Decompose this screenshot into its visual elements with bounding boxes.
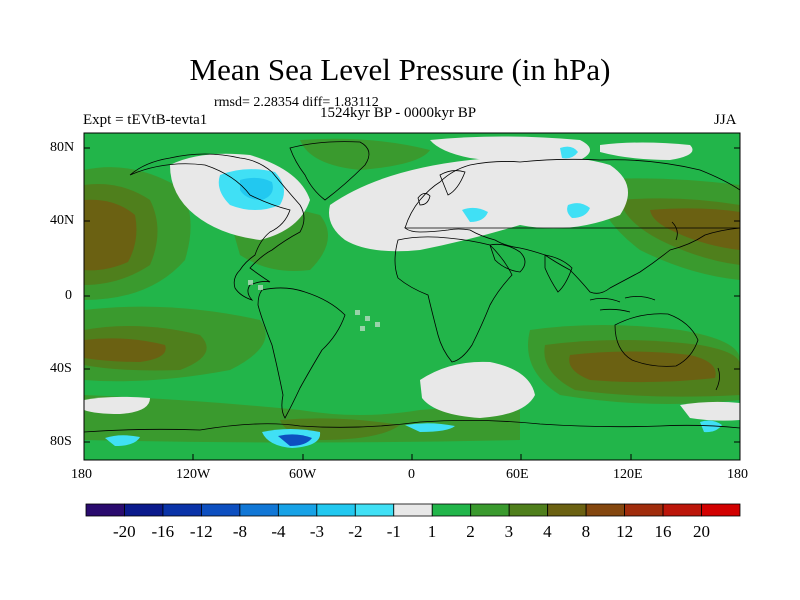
colorbar-swatch [701, 503, 741, 517]
coast-greenland [289, 141, 370, 201]
colorbar-label: -3 [309, 522, 324, 541]
hatch-patches [248, 280, 380, 331]
colorbar-swatch [547, 503, 587, 517]
colorbar-swatch [124, 503, 164, 517]
lon-label-60w: 60W [289, 467, 317, 482]
lon-label-60e: 60E [506, 467, 529, 482]
colorbar-label: -12 [189, 522, 213, 541]
page-title: Mean Sea Level Pressure (in hPa) [189, 52, 611, 87]
colorbar-swatch [508, 503, 549, 517]
lat-label-40n: 40N [50, 213, 75, 228]
colorbar-label: 4 [543, 522, 552, 541]
colorbar-label: -2 [348, 522, 363, 541]
map-fields [84, 133, 740, 460]
coast-scandinavia [417, 170, 466, 206]
coast-eurasia [403, 158, 740, 294]
lat-label-0: 0 [65, 288, 72, 303]
lat-label-80s: 80S [50, 434, 72, 449]
coast-arabia [489, 243, 526, 273]
negative-zones [105, 146, 722, 448]
colorbar-swatch [431, 503, 472, 517]
colorbar-swatch [85, 503, 125, 517]
colorbar-swatch [393, 503, 433, 517]
lon-label-120e: 120E [613, 467, 643, 482]
colorbar-swatch [201, 503, 241, 517]
lon-label-180e: 180 [727, 467, 748, 482]
rmsd-diff-stats: rmsd= 2.28354 diff= 1.83112 [214, 95, 379, 110]
coast-japan [671, 221, 678, 241]
colorbar-swatch [316, 503, 356, 517]
lon-label-180w: 180 [71, 467, 92, 482]
colorbar-label: -1 [386, 522, 401, 541]
lat-label-80n: 80N [50, 140, 75, 155]
colorbar-label: 16 [654, 522, 672, 541]
coast-antarctica [84, 420, 740, 433]
coast-new-zealand [715, 367, 720, 391]
colorbar-swatch [239, 503, 279, 517]
colorbar-label: 12 [616, 522, 634, 541]
colorbar-label: 2 [466, 522, 475, 541]
colorbar-label: 1 [427, 522, 437, 541]
colorbar-label: 8 [581, 522, 591, 541]
colorbar-swatch [470, 503, 510, 517]
lon-label-0: 0 [408, 467, 415, 482]
coastlines [84, 141, 740, 433]
period-label: 1524kyr BP - 0000kyr BP [320, 105, 477, 121]
colorbar-label: -8 [232, 522, 248, 541]
brown-zones [84, 199, 740, 383]
coast-indonesia [589, 296, 656, 313]
season-label: JJA [714, 112, 737, 128]
lon-label-120w: 120W [176, 467, 211, 482]
colorbar-swatch [585, 503, 625, 517]
colorbar-swatch [162, 503, 202, 517]
coast-india [544, 254, 573, 293]
coast-australia [614, 313, 699, 367]
coast-africa [394, 236, 513, 363]
colorbar-swatch [662, 503, 702, 517]
coast-south-america [257, 287, 346, 419]
colorbar-swatch [354, 503, 395, 517]
colorbar-swatch [277, 503, 318, 517]
lat-label-40s: 40S [50, 361, 72, 376]
experiment-label: Expt = tEVtB-tevta1 [83, 112, 208, 128]
colorbar-label: 20 [693, 522, 711, 541]
colorbar-swatch [624, 503, 664, 517]
colorbar-label: -4 [271, 522, 286, 541]
colorbar-label: 3 [504, 522, 514, 541]
colorbar-label: -16 [151, 522, 175, 541]
colorbar-label: -20 [112, 522, 136, 541]
neutral-zones [84, 136, 740, 421]
axis-ticks [83, 147, 741, 460]
